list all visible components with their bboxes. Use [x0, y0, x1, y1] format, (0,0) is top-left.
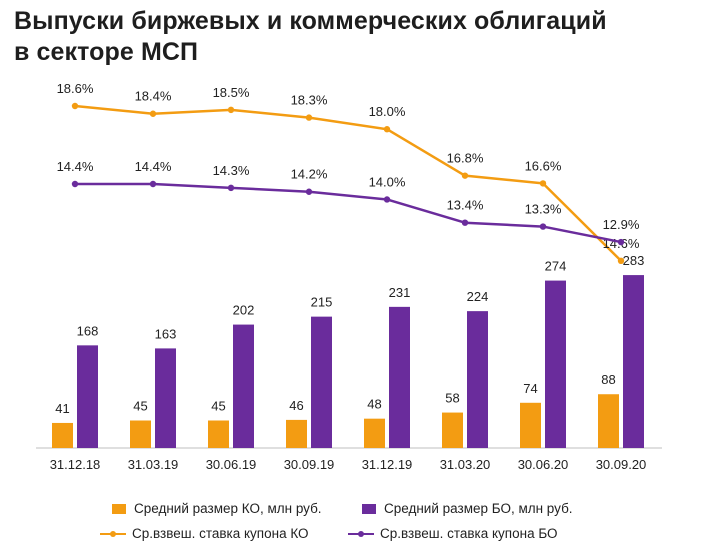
bo-rate-point-label: 14.0% [369, 174, 406, 189]
x-tick-label: 30.09.20 [596, 457, 647, 472]
ko-rate-point-label: 18.4% [135, 89, 172, 104]
legend-swatch-bo-bar [362, 503, 376, 514]
bo-rate-point [305, 188, 313, 195]
ko-rate-point-label: 18.0% [369, 104, 406, 119]
x-tick-label: 30.06.19 [206, 457, 257, 472]
bo-rate-point [539, 223, 547, 230]
legend-swatch-ko-line [100, 528, 126, 540]
ko-rate-line [74, 104, 622, 262]
chart-title-line-2: в секторе МСП [14, 38, 199, 66]
ko-rate-point [461, 172, 469, 179]
bar-ko [520, 402, 541, 448]
bar-bo [389, 306, 410, 448]
ko-rate-point [383, 126, 391, 133]
bar-ko [52, 422, 73, 448]
bar-label-ko: 46 [289, 398, 303, 413]
legend-swatch-ko-bar [112, 503, 126, 514]
ko-rate-point [305, 114, 313, 121]
legend-item-bo-bar: Средний размер БО, млн руб. [362, 501, 573, 516]
bar-label-bo: 224 [467, 289, 489, 304]
bar-label-bo: 168 [77, 323, 99, 338]
bar-label-bo: 231 [389, 285, 411, 300]
bo-rate-point [461, 219, 469, 226]
bar-label-ko: 58 [445, 391, 459, 406]
bo-rate-point-label: 13.4% [447, 198, 484, 213]
bo-rate-point [617, 238, 625, 246]
bar-bo [233, 324, 254, 448]
legend-label-ko-bar: Средний размер КО, млн руб. [134, 501, 322, 516]
chart-canvas: 41 168 31.12.18 45 163 31.03.19 45 202 30.06.19 4… [36, 81, 662, 472]
bar-label-ko: 48 [367, 397, 381, 412]
bo-rate-point [149, 180, 157, 188]
bar-bo [311, 316, 332, 448]
x-tick-label: 30.06.20 [518, 457, 569, 472]
bar-bo [467, 311, 488, 448]
legend-label-bo-line: Ср.взвеш. ставка купона БО [380, 526, 558, 541]
bar-ko [364, 418, 385, 448]
ko-rate-point-label: 18.5% [213, 85, 250, 100]
chart-title-line-1: Выпуски биржевых и коммерческих облигаци… [14, 7, 607, 35]
bar-ko [286, 419, 307, 448]
bo-rate-point-label: 14.3% [213, 163, 250, 178]
bar-ko [208, 420, 229, 448]
legend-label-ko-line: Ср.взвеш. ставка купона КО [132, 526, 309, 541]
bo-rate-point [227, 184, 235, 192]
ko-rate-point-label: 18.3% [291, 93, 328, 108]
legend-label-bo-bar: Средний размер БО, млн руб. [384, 501, 573, 516]
ko-rate-point-label: 16.8% [447, 151, 484, 166]
bar-label-bo: 274 [545, 259, 567, 274]
bar-bo [155, 348, 176, 448]
bar-ko [598, 394, 619, 448]
x-tick-label: 31.12.19 [362, 457, 413, 472]
bo-rate-line [75, 182, 622, 244]
legend-swatch-bo-line [348, 528, 374, 540]
x-tick-label: 31.03.19 [128, 457, 179, 472]
chart-title: Выпуски биржевых и коммерческих облигаци… [14, 6, 607, 68]
x-tick-label: 31.12.18 [50, 457, 101, 472]
ko-rate-point-label: 16.6% [525, 158, 562, 173]
ko-rate-point [149, 110, 157, 117]
ko-rate-point [617, 257, 625, 264]
legend-item-ko-bar: Средний размер КО, млн руб. [112, 501, 322, 516]
bar-bo [623, 275, 644, 448]
bo-rate-point [383, 196, 391, 203]
bar-label-ko: 41 [55, 401, 69, 416]
bar-label-ko: 88 [601, 372, 615, 387]
x-tick-label: 30.09.19 [284, 457, 335, 472]
bar-label-bo: 202 [233, 303, 255, 318]
bar-label-ko: 74 [523, 381, 537, 396]
ko-rate-point [227, 106, 235, 114]
ko-rate-point [71, 102, 79, 110]
bo-rate-point [71, 180, 79, 188]
bo-rate-point-label: 13.3% [525, 202, 562, 217]
bar-ko [130, 420, 151, 448]
ko-rate-point-label: 18.6% [57, 81, 94, 96]
bo-rate-point-label: 14.2% [291, 167, 328, 182]
bar-label-bo: 283 [623, 253, 645, 268]
bar-label-bo: 163 [155, 326, 177, 341]
bar-label-bo: 215 [311, 295, 333, 310]
legend-item-bo-line: Ср.взвеш. ставка купона БО [348, 526, 558, 541]
legend-item-ko-line: Ср.взвеш. ставка купона КО [100, 526, 309, 541]
x-tick-label: 31.03.20 [440, 457, 491, 472]
bar-bo [77, 345, 98, 448]
bar-label-ko: 45 [133, 399, 147, 414]
bo-rate-point-label: 14.4% [135, 159, 172, 174]
bar-bo [545, 280, 566, 448]
bo-rate-point-label: 14.4% [57, 159, 94, 174]
ko-rate-point [539, 180, 547, 187]
bar-ko [442, 412, 463, 448]
bar-label-ko: 45 [211, 399, 225, 414]
bo-rate-point-label: 12.9% [603, 217, 640, 232]
